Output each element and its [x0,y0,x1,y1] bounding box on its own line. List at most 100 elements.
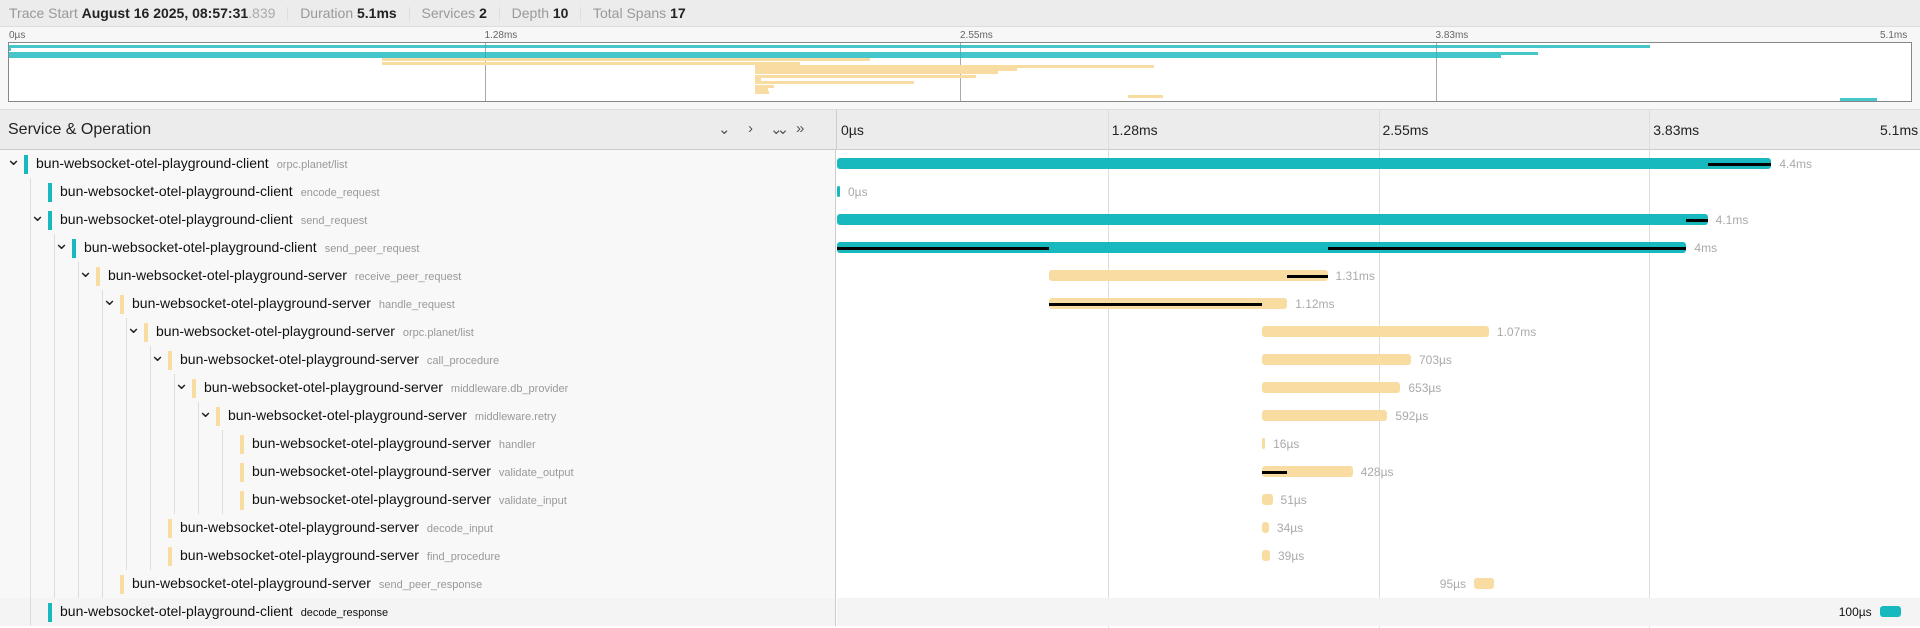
span-row[interactable]: ⌄ bun-websocket-otel-playground-server rec… [0,261,1920,290]
collapse-all-button[interactable]: ⌄⌄ [770,121,789,138]
column-resize-handle[interactable] [836,110,837,150]
expand-one-button[interactable]: › [748,120,753,137]
span-name-cell[interactable]: ⌄ bun-websocket-otel-playground-server orp… [0,317,836,346]
span-row[interactable]: bun-websocket-otel-playground-client enco… [0,178,1920,206]
tree-guide-line [102,486,103,514]
service-color-bar [120,295,124,314]
span-timeline-cell[interactable]: 1.12ms [837,290,1920,318]
span-bar[interactable] [1261,494,1273,505]
tree-guide-line [102,346,103,374]
span-bar[interactable] [837,186,840,197]
span-timeline-cell[interactable]: 39µs [837,542,1920,570]
span-timeline-cell[interactable]: 703µs [837,346,1920,374]
tree-guide-line [30,262,31,290]
span-bar[interactable] [1049,270,1328,281]
span-bar[interactable] [837,242,1687,253]
span-row[interactable]: ⌄ bun-websocket-otel-playground-server cal… [0,345,1920,374]
span-bar[interactable] [1879,606,1901,617]
span-timeline-cell[interactable]: 4.4ms [837,150,1920,178]
tree-guide-line [78,486,79,514]
chevron-down-icon[interactable]: ⌄ [6,149,22,169]
span-name-cell[interactable]: ⌄ bun-websocket-otel-playground-server mid… [0,401,836,430]
span-name-cell[interactable]: ⌄ bun-websocket-otel-playground-server cal… [0,345,836,374]
service-name: bun-websocket-otel-playground-server deco… [180,519,493,535]
span-name-cell[interactable]: ⌄ bun-websocket-otel-playground-server han… [0,289,836,318]
span-row[interactable]: ⌄ bun-websocket-otel-playground-client orp… [0,149,1920,178]
trace-minimap[interactable] [8,42,1912,102]
collapse-one-button[interactable]: ⌄ [718,121,731,138]
span-timeline-cell[interactable]: 34µs [837,514,1920,542]
span-bar[interactable] [1474,578,1495,589]
chevron-down-icon[interactable]: ⌄ [78,261,94,281]
chevron-down-icon[interactable]: ⌄ [54,233,70,253]
span-bar[interactable] [837,158,1772,169]
tree-guide-line [150,346,151,374]
chevron-down-icon[interactable]: ⌄ [102,289,118,309]
span-bar[interactable] [1261,522,1269,533]
span-bar[interactable] [837,214,1708,225]
span-duration-label: 4.1ms [1715,213,1749,227]
span-name-cell[interactable]: bun-websocket-otel-playground-client enco… [0,178,836,206]
span-duration-label: 653µs [1408,381,1442,395]
minimap-span-bar [754,74,976,78]
timeline-tick-label: 3.83ms [1653,122,1700,138]
span-timeline-cell[interactable]: 16µs [837,430,1920,458]
span-row[interactable]: ⌄ bun-websocket-otel-playground-server mid… [0,373,1920,402]
span-timeline-cell[interactable]: 4.1ms [837,206,1920,234]
span-bar[interactable] [1261,382,1401,393]
span-name-cell[interactable]: bun-websocket-otel-playground-client deco… [0,598,836,626]
span-row[interactable]: bun-websocket-otel-playground-server find… [0,542,1920,570]
span-timeline-cell[interactable]: 653µs [837,374,1920,402]
expand-all-button[interactable]: » [796,120,805,137]
span-row[interactable]: bun-websocket-otel-playground-server deco… [0,514,1920,542]
service-name: bun-websocket-otel-playground-server rece… [108,267,462,283]
span-bar[interactable] [1261,354,1411,365]
span-row[interactable]: ⌄ bun-websocket-otel-playground-client sen… [0,233,1920,262]
span-row[interactable]: bun-websocket-otel-playground-server vali… [0,458,1920,486]
column-title: Service & Operation [8,121,152,138]
span-row[interactable]: bun-websocket-otel-playground-server send… [0,570,1920,598]
span-name-cell[interactable]: ⌄ bun-websocket-otel-playground-server mid… [0,373,836,402]
span-timeline-cell[interactable]: 4ms [837,234,1920,262]
span-row[interactable]: bun-websocket-otel-playground-client deco… [0,598,1920,626]
span-row[interactable]: bun-websocket-otel-playground-server hand… [0,430,1920,458]
span-timeline-cell[interactable]: 1.07ms [837,318,1920,346]
span-name-cell[interactable]: bun-websocket-otel-playground-server send… [0,570,836,598]
span-name-cell[interactable]: bun-websocket-otel-playground-server vali… [0,458,836,486]
span-name-cell[interactable]: bun-websocket-otel-playground-server vali… [0,486,836,514]
span-name-cell[interactable]: ⌄ bun-websocket-otel-playground-client sen… [0,233,836,262]
span-timeline-cell[interactable]: 592µs [837,402,1920,430]
minimap-span-bar [754,78,761,81]
span-name-cell[interactable]: ⌄ bun-websocket-otel-playground-client sen… [0,205,836,234]
span-duration-label: 1.12ms [1295,297,1335,311]
span-name-cell[interactable]: ⌄ bun-websocket-otel-playground-server rec… [0,261,836,290]
span-name-cell[interactable]: bun-websocket-otel-playground-server find… [0,542,836,570]
span-name-cell[interactable]: ⌄ bun-websocket-otel-playground-client orp… [0,149,836,178]
critical-path-segment [1287,275,1328,278]
span-bar[interactable] [1261,410,1388,421]
chevron-down-icon[interactable]: ⌄ [150,345,166,365]
span-bar[interactable] [1261,550,1270,561]
span-row[interactable]: ⌄ bun-websocket-otel-playground-server han… [0,289,1920,318]
span-row[interactable]: ⌄ bun-websocket-otel-playground-server mid… [0,401,1920,430]
chevron-down-icon[interactable]: ⌄ [126,317,142,337]
span-name-cell[interactable]: bun-websocket-otel-playground-server deco… [0,514,836,542]
span-bar[interactable] [1261,466,1353,477]
span-row[interactable]: ⌄ bun-websocket-otel-playground-client sen… [0,205,1920,234]
span-name-cell[interactable]: bun-websocket-otel-playground-server hand… [0,430,836,458]
chevron-down-icon[interactable]: ⌄ [198,401,214,421]
chevron-down-icon[interactable]: ⌄ [174,373,190,393]
critical-path-segment [1327,247,1687,250]
span-timeline-cell[interactable]: 95µs [837,570,1920,598]
span-timeline-cell[interactable]: 100µs [837,598,1920,626]
span-bar[interactable] [1261,438,1266,449]
span-row[interactable]: ⌄ bun-websocket-otel-playground-server orp… [0,317,1920,346]
span-row[interactable]: bun-websocket-otel-playground-server vali… [0,486,1920,514]
operation-name: validate_input [498,495,567,507]
span-bar[interactable] [1261,326,1489,337]
chevron-down-icon[interactable]: ⌄ [30,205,46,225]
span-timeline-cell[interactable]: 0µs [837,178,1920,206]
span-timeline-cell[interactable]: 428µs [837,458,1920,486]
span-timeline-cell[interactable]: 1.31ms [837,262,1920,290]
span-timeline-cell[interactable]: 51µs [837,486,1920,514]
